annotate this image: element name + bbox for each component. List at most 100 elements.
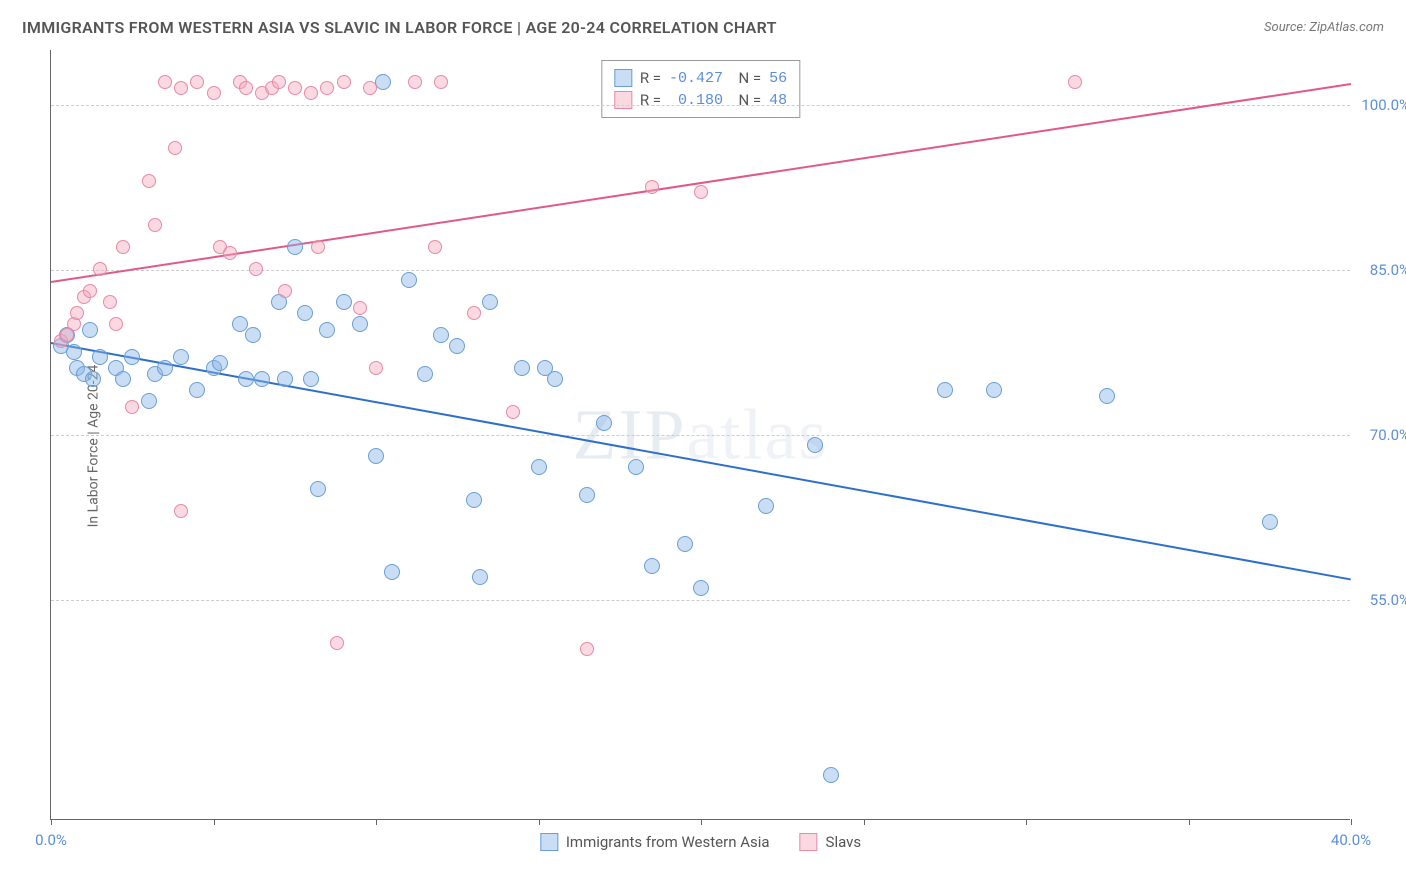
data-point [109,317,123,331]
data-point [148,218,162,232]
x-tick [214,819,215,825]
data-point [449,338,465,354]
data-point [628,459,644,475]
data-point [93,262,107,276]
data-point [352,316,368,332]
data-point [579,487,595,503]
x-tick [864,819,865,825]
data-point [173,349,189,365]
data-point [239,81,253,95]
plot-area: ZIPatlas R = -0.427 N = 56 R = 0.180 N =… [50,50,1350,820]
data-point [245,327,261,343]
x-tick [701,819,702,825]
x-tick [51,819,52,825]
data-point [369,361,383,375]
data-point [408,75,422,89]
gridline [51,600,1350,601]
y-tick-label: 85.0% [1370,261,1406,279]
data-point [547,371,563,387]
data-point [223,246,237,260]
data-point [580,642,594,656]
data-point [368,448,384,464]
data-point [254,371,270,387]
data-point [596,415,612,431]
data-point [330,636,344,650]
data-point [310,481,326,497]
data-point [82,322,98,338]
data-point [337,75,351,89]
data-point [125,400,139,414]
x-tick [539,819,540,825]
data-point [384,564,400,580]
data-point [466,492,482,508]
data-point [174,81,188,95]
gridline [51,435,1350,436]
x-tick [1351,819,1352,825]
data-point [1099,388,1115,404]
data-point [168,141,182,155]
stat-r-label: R = [640,69,661,87]
data-point [278,284,292,298]
data-point [434,75,448,89]
x-tick [376,819,377,825]
data-point [363,81,377,95]
data-point [92,349,108,365]
legend-item: Slavs [800,833,862,851]
data-point [303,371,319,387]
data-point [1262,514,1278,530]
stat-n-value: 56 [769,70,787,87]
y-tick-label: 70.0% [1370,426,1406,444]
y-tick-label: 55.0% [1370,591,1406,609]
stat-r-label: R = [640,91,661,109]
data-point [482,294,498,310]
data-point [353,301,367,315]
legend-swatch-series2 [800,833,818,851]
data-point [401,272,417,288]
chart-container: IMMIGRANTS FROM WESTERN ASIA VS SLAVIC I… [0,0,1406,892]
stat-r-value: -0.427 [669,70,723,87]
data-point [297,305,313,321]
gridline [51,105,1350,106]
legend-correlation-box: R = -0.427 N = 56 R = 0.180 N = 48 [601,60,800,118]
y-tick-label: 100.0% [1361,96,1406,114]
data-point [85,371,101,387]
legend-swatch-series1 [614,69,632,87]
data-point [375,74,391,90]
data-point [677,536,693,552]
stat-n-label: N = [731,91,761,109]
legend-row: R = 0.180 N = 48 [614,89,787,111]
data-point [693,580,709,596]
data-point [823,767,839,783]
data-point [433,327,449,343]
data-point [249,262,263,276]
legend-row: R = -0.427 N = 56 [614,67,787,89]
stat-n-label: N = [731,69,761,87]
data-point [83,284,97,298]
data-point [758,498,774,514]
data-point [142,174,156,188]
data-point [288,81,302,95]
legend-swatch-series1 [540,833,558,851]
data-point [417,366,433,382]
legend-item: Immigrants from Western Asia [540,833,770,851]
data-point [514,360,530,376]
data-point [320,81,334,95]
gridline [51,270,1350,271]
data-point [103,295,117,309]
data-point [212,355,228,371]
data-point [531,459,547,475]
x-tick [1026,819,1027,825]
data-point [174,504,188,518]
data-point [428,240,442,254]
x-tick [1189,819,1190,825]
data-point [277,371,293,387]
data-point [506,405,520,419]
data-point [986,382,1002,398]
data-point [319,322,335,338]
data-point [141,393,157,409]
data-point [272,75,286,89]
data-point [645,180,659,194]
data-point [207,86,221,100]
data-point [190,75,204,89]
data-point [304,86,318,100]
